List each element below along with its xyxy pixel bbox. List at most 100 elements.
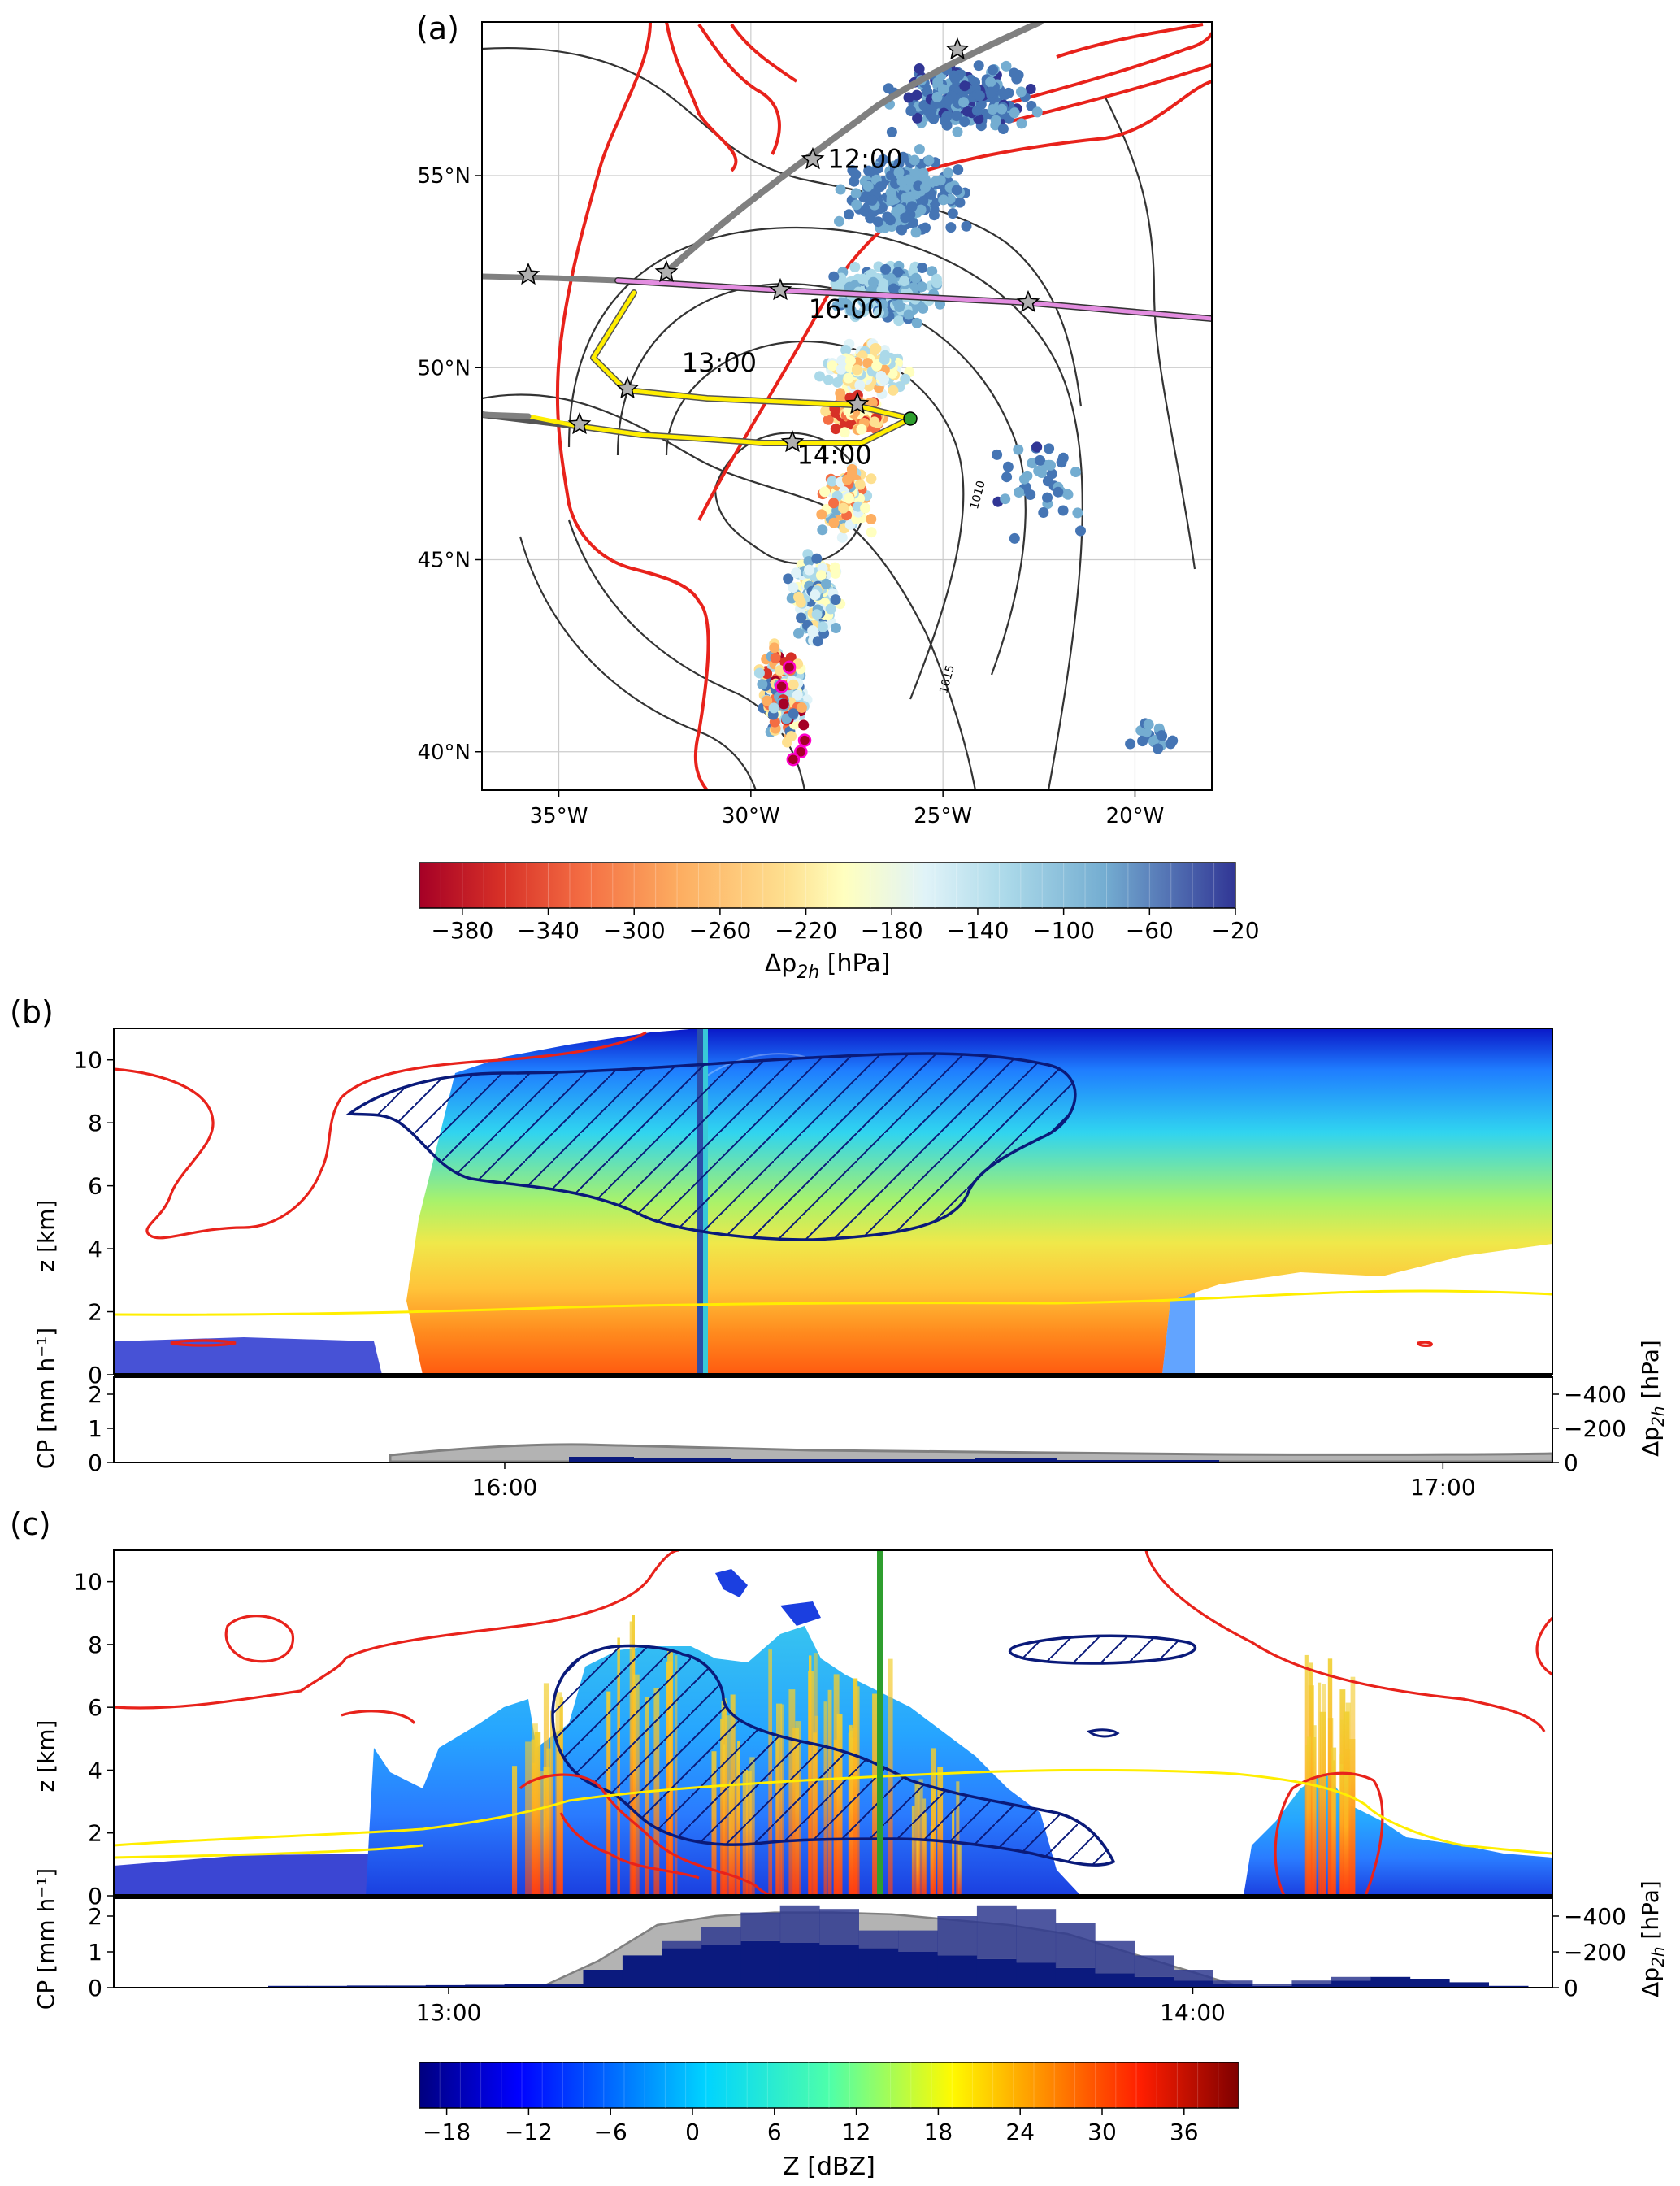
scatter-point (821, 578, 831, 589)
colorbar-tick-label: −260 (688, 917, 751, 944)
scatter-point (929, 198, 940, 209)
time-star-marker (780, 429, 805, 453)
scatter-point (1009, 532, 1020, 544)
scatter-point (905, 191, 916, 202)
y-tick-label: 55°N (417, 164, 471, 189)
colorbar-tick-label: 0 (685, 2119, 700, 2145)
scatter-point (1143, 719, 1154, 730)
time-label: 16:00 (809, 293, 883, 324)
colorbar-tick-label: 36 (1170, 2119, 1199, 2145)
y-tick-label: 4 (88, 1236, 102, 1262)
cp-bar (504, 1984, 545, 1988)
scatter-point (882, 211, 893, 223)
scatter-point (931, 92, 943, 102)
scatter-point (811, 553, 823, 564)
scatter-point (886, 126, 897, 137)
scatter-point (828, 517, 840, 528)
scatter-point (951, 185, 962, 196)
scatter-point (1015, 86, 1027, 98)
scatter-point (941, 120, 953, 131)
scatter-point (926, 189, 937, 200)
scatter-point (900, 212, 911, 224)
dp2h-tick-label: 0 (1564, 1449, 1578, 1476)
scatter-point (866, 527, 877, 538)
scatter-point (798, 719, 810, 731)
colorbar-tick-label: −12 (505, 2119, 553, 2145)
cp-bar (701, 1945, 741, 1988)
cp-bar (819, 1945, 859, 1988)
scatter-point (823, 374, 834, 385)
cp-bar (544, 1984, 584, 1988)
scatter-point (832, 376, 843, 388)
scatter-point (958, 97, 970, 108)
scatter-point (814, 371, 825, 382)
cp-bar-max (819, 1909, 859, 1945)
convective-column (1344, 1770, 1349, 1896)
dp2h-tick-label: −400 (1564, 1381, 1626, 1408)
scatter-point (1075, 525, 1086, 537)
colorbar-reflectivity-label: Z [dBZ] (783, 2153, 875, 2181)
scatter-point (844, 281, 855, 293)
green-marker (903, 411, 918, 426)
scatter-point (840, 345, 852, 356)
x-tick-label: 17:00 (1410, 1474, 1476, 1501)
scatter-point (778, 698, 789, 710)
scatter-point (928, 210, 940, 221)
dp2h-tick-label: 0 (1564, 1975, 1578, 2001)
scatter-point (866, 514, 877, 524)
scatter-point (951, 111, 962, 122)
colorbar-tick-label: −100 (1032, 917, 1095, 944)
scatter-point (807, 627, 818, 638)
scatter-point (823, 414, 834, 425)
scatter-point (842, 474, 853, 485)
scatter-point (817, 621, 828, 632)
cp-tick-label: 0 (88, 1449, 102, 1476)
scatter-point (893, 315, 905, 327)
cp-bar (583, 1970, 623, 1988)
scatter-point (838, 502, 849, 514)
scatter-point (974, 90, 985, 102)
scatter-point (1000, 89, 1011, 100)
scatter-point (973, 60, 984, 72)
scatter-point (866, 194, 878, 206)
scatter-point (985, 76, 996, 88)
time-star-marker (845, 391, 870, 415)
convective-column (952, 1809, 955, 1896)
scatter-point (1137, 736, 1148, 747)
scatter-point (830, 594, 841, 606)
cp-bar-max (976, 1905, 1017, 1959)
scatter-point (834, 215, 844, 227)
scatter-point (869, 416, 880, 428)
scatter-point (836, 532, 848, 543)
scatter-point (961, 220, 972, 232)
scatter-point (911, 89, 922, 101)
convective-column (512, 1766, 518, 1896)
scatter-point (915, 204, 927, 215)
scatter-point (770, 652, 781, 663)
scatter-point (762, 668, 773, 680)
hatched-region-c-small (1008, 1634, 1197, 1665)
convective-column (606, 1691, 611, 1896)
cp-bar (465, 1984, 506, 1988)
ylabel-c: z [km] (33, 1720, 59, 1793)
scatter-point (879, 354, 890, 365)
scatter-point (862, 180, 874, 192)
time-star-marker (768, 277, 792, 301)
colorbar-tick-label: 24 (1005, 2119, 1035, 2145)
scatter-point (877, 299, 888, 311)
scatter-point (872, 163, 883, 174)
panel-label-a: (a) (416, 11, 459, 46)
scatter-point (1072, 507, 1083, 519)
colorbar-tick-label: −220 (775, 917, 837, 944)
convective-column (911, 1806, 915, 1896)
scatter-point (1165, 738, 1176, 750)
x-tick-label: 25°W (914, 804, 972, 828)
convective-column (1350, 1676, 1356, 1896)
scatter-point (893, 167, 905, 178)
scatter-point (870, 343, 882, 354)
scatter-point (910, 227, 922, 238)
scatter-point (1046, 468, 1057, 480)
scatter-point (791, 567, 802, 579)
scatter-point (854, 380, 866, 391)
scatter-point (920, 222, 931, 233)
